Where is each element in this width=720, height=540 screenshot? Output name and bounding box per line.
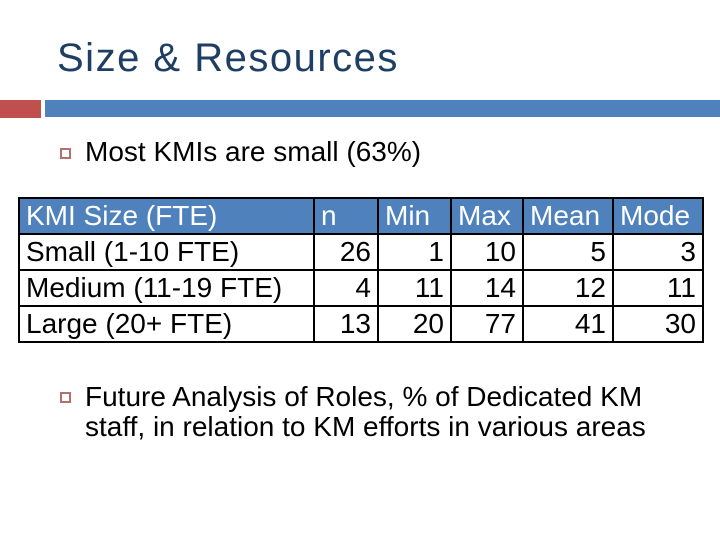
table-row-medium: Medium (11-19 FTE) 4 11 14 12 11: [18, 269, 704, 307]
stats-table: KMI Size (FTE) n Min Max Mean Mode Small…: [18, 197, 704, 343]
cell-n: 13: [313, 305, 379, 343]
header-cell-mode: Mode: [612, 197, 704, 235]
bullet-square-icon: [60, 148, 71, 159]
cell-mean: 5: [522, 233, 614, 271]
header-cell-kmi-size: KMI Size (FTE): [18, 197, 315, 235]
accent-bar-red: [0, 100, 41, 118]
cell-max: 14: [450, 269, 524, 307]
bullet-text-2: Future Analysis of Roles, % of Dedicated…: [85, 381, 646, 442]
cell-mode: 30: [612, 305, 704, 343]
table-row-large: Large (20+ FTE) 13 20 77 41 30: [18, 305, 704, 343]
row-label: Medium (11-19 FTE): [18, 269, 315, 307]
header-cell-min: Min: [377, 197, 452, 235]
row-label: Large (20+ FTE): [18, 305, 315, 343]
cell-n: 4: [313, 269, 379, 307]
cell-mode: 3: [612, 233, 704, 271]
cell-max: 10: [450, 233, 524, 271]
cell-min: 1: [377, 233, 452, 271]
table-row-small: Small (1-10 FTE) 26 1 10 5 3: [18, 233, 704, 271]
cell-mode: 11: [612, 269, 704, 307]
table-header-row: KMI Size (FTE) n Min Max Mean Mode: [18, 197, 704, 235]
header-cell-max: Max: [450, 197, 524, 235]
accent-bar-blue: [45, 100, 720, 117]
cell-mean: 41: [522, 305, 614, 343]
cell-min: 20: [377, 305, 452, 343]
cell-min: 11: [377, 269, 452, 307]
cell-mean: 12: [522, 269, 614, 307]
slide-title: Size & Resources: [57, 36, 399, 80]
cell-n: 26: [313, 233, 379, 271]
cell-max: 77: [450, 305, 524, 343]
bullet-square-icon: [60, 392, 71, 403]
bullet-text-1: Most KMIs are small (63%): [85, 136, 422, 167]
header-cell-mean: Mean: [522, 197, 614, 235]
header-cell-n: n: [313, 197, 379, 235]
row-label: Small (1-10 FTE): [18, 233, 315, 271]
